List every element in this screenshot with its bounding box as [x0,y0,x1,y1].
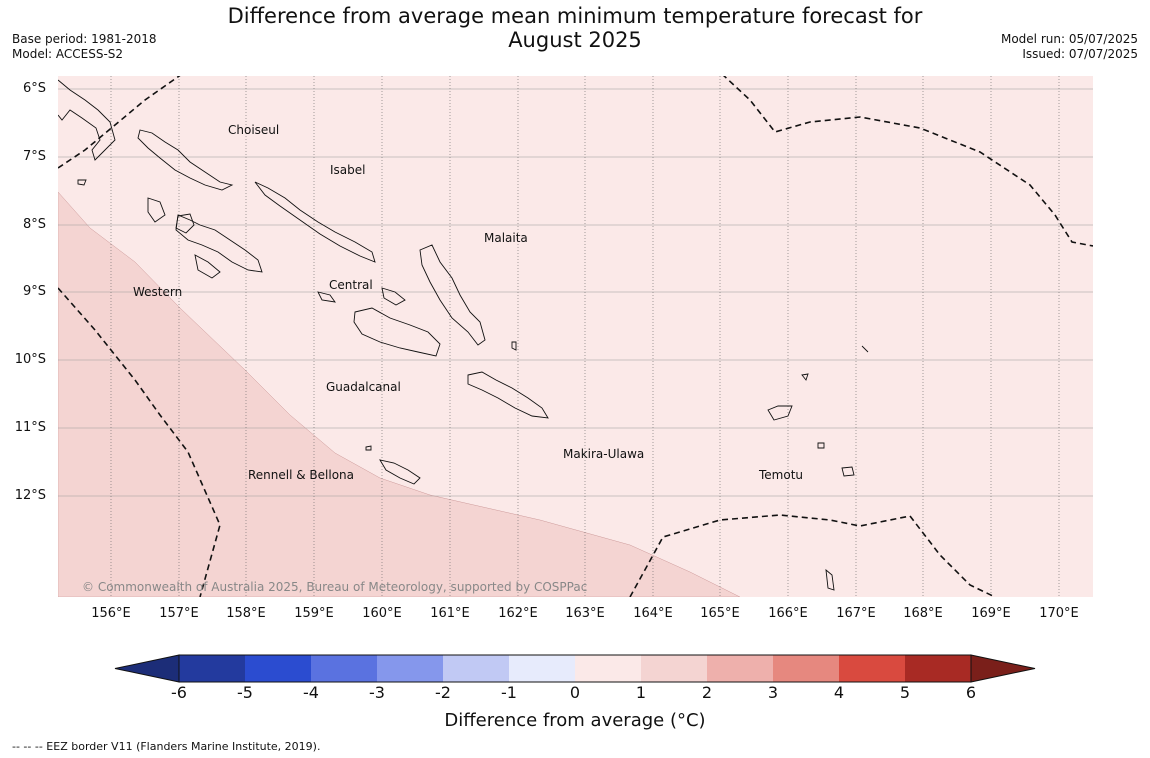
lat-label-10s: 10°S [14,352,46,367]
region-label-makira-ulawa: Makira-Ulawa [563,447,645,461]
lon-label-168e: 168°E [903,606,943,621]
meta-right: Model run: 05/07/2025 Issued: 07/07/2025 [1001,32,1138,62]
colorbar-tick-label: -5 [237,683,253,702]
lat-label-7s: 7°S [22,149,46,164]
colorbar-cell [311,655,378,682]
colorbar-tick-label: 0 [569,683,581,702]
lon-label-158e: 158°E [226,606,266,621]
rennell-coast [379,459,421,485]
region-label-choiseul: Choiseul [228,123,280,137]
colorbar-cells [179,655,972,682]
lon-label-170e: 170°E [1039,606,1079,621]
region-label-rennell-bellona: Rennell & Bellona [248,468,355,482]
meta-left: Base period: 1981-2018 Model: ACCESS-S2 [12,32,157,62]
ulawa-coast [511,341,517,351]
colorbar-tick-label: 3 [767,683,779,702]
lon-label-169e: 169°E [971,606,1011,621]
colorbar-cell [905,655,972,682]
colorbar-tick-label: 6 [965,683,977,702]
colorbar-cell [707,655,774,682]
region-label-temotu: Temotu [759,468,804,482]
title-line-1: Difference from average mean minimum tem… [227,4,923,28]
isabel-coast [254,181,376,263]
colorbar-tick-label: 2 [701,683,713,702]
santa-cruz-coast [767,405,793,421]
eez-border-footnote: -- -- -- EEZ border V11 (Flanders Marine… [12,740,321,753]
colorbar-cell [245,655,312,682]
new-georgia-coast [175,214,263,273]
colorbar-tick-label: -6 [171,683,187,702]
florida-islands-coast [381,287,406,306]
colorbar-tick-label: 1 [635,683,647,702]
colorbar-cell [179,655,246,682]
rendova-coast [194,254,221,279]
title-line-2: August 2025 [508,28,642,52]
region-label-guadalcanal: Guadalcanal [326,380,401,394]
region-label-central: Central [329,278,373,292]
lon-label-160e: 160°E [362,606,402,621]
colorbar-cell [377,655,444,682]
colorbar-tick-label: 4 [833,683,845,702]
colorbar-cell [773,655,840,682]
coastlines [58,79,869,591]
lat-label-11s: 11°S [14,420,46,435]
eez-border-lines [58,76,1093,597]
colorbar-tick-label: 5 [899,683,911,702]
lon-label-164e: 164°E [633,606,673,621]
chart-title: Difference from average mean minimum tem… [0,4,1150,52]
russell-islands-coast [317,291,336,303]
lon-label-161e: 161°E [430,606,470,621]
colorbar [114,654,1036,683]
malaita-coast [419,244,486,346]
model-run: Model run: 05/07/2025 [1000,32,1138,46]
base-period: Base period: 1981-2018 [12,32,157,46]
colorbar-extend-high [970,654,1036,683]
lat-label-12s: 12°S [14,488,46,503]
lon-label-163e: 163°E [565,606,605,621]
colorbar-tick-label: -4 [303,683,319,702]
lon-label-165e: 165°E [700,606,740,621]
colorbar-tick-label: -3 [369,683,385,702]
region-label-malaita: Malaita [484,231,528,245]
duff-islands-coast [801,373,809,381]
colorbar-cell [641,655,708,682]
choiseul-coast [137,129,234,191]
colorbar-tick-label: -1 [501,683,517,702]
lon-label-162e: 162°E [498,606,538,621]
lon-label-159e: 159°E [294,606,334,621]
bellona-coast [365,445,372,451]
model-name: Model: ACCESS-S2 [12,47,124,61]
guadalcanal-coast [353,307,441,357]
colorbar-tick-label: -2 [435,683,451,702]
lon-label-156e: 156°E [91,606,131,621]
anuta-coast [825,568,835,591]
colorbar-outline [178,654,972,683]
copyright-text: © Commonwealth of Australia 2025, Bureau… [82,580,588,594]
bougainville-coast [58,79,116,161]
lon-label-166e: 166°E [768,606,808,621]
lat-label-8s: 8°S [22,217,46,232]
colorbar-cell [575,655,642,682]
makira-coast [467,371,549,419]
kolombangara-coast [175,213,195,234]
vella-lavella-coast [147,197,166,223]
colorbar-extend-low [114,654,180,683]
colorbar-axis-label: Difference from average (°C) [444,710,706,731]
colorbar-cell [443,655,510,682]
issued-date: Issued: 07/07/2025 [1022,47,1138,61]
reef-islands-coast [861,345,869,353]
region-label-western: Western [133,285,183,299]
colorbar-cell [509,655,576,682]
shortlands-coast [77,179,87,186]
lon-label-157e: 157°E [159,606,199,621]
colorbar-cell [839,655,906,682]
utupua-coast [817,442,825,449]
lon-label-167e: 167°E [836,606,876,621]
lat-label-6s: 6°S [22,81,46,96]
lat-label-9s: 9°S [22,284,46,299]
vanikoro-coast [841,466,855,477]
region-label-isabel: Isabel [330,163,366,177]
